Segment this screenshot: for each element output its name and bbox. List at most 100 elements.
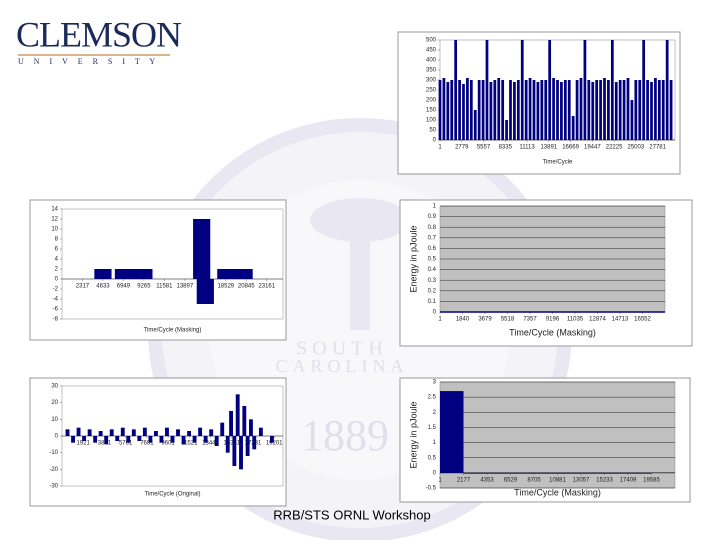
x-tick-label: 10881 bbox=[549, 477, 566, 483]
y-tick-label: 3 bbox=[433, 380, 437, 386]
x-tick-label: 11035 bbox=[567, 317, 584, 323]
x-tick-label: 7681 bbox=[140, 441, 154, 447]
y-tick-label: 12 bbox=[51, 217, 58, 223]
y-tick-label: 200 bbox=[426, 98, 437, 104]
y-tick-label: 250 bbox=[426, 88, 437, 94]
x-tick-label: 9601 bbox=[161, 441, 175, 447]
x-tick-label: 27781 bbox=[649, 145, 666, 151]
x-axis-title: Time/Cycle (Masking) bbox=[514, 487, 601, 497]
logo: CLEMSON bbox=[16, 14, 182, 54]
x-tick-label: 12874 bbox=[589, 317, 606, 323]
x-axis-title: Time/Cycle bbox=[543, 160, 573, 166]
x-tick-label: 18529 bbox=[217, 284, 234, 290]
y-tick-label: 1 bbox=[433, 204, 437, 210]
x-tick-label: 3679 bbox=[478, 317, 492, 323]
x-tick-label: 2177 bbox=[457, 477, 471, 483]
y-tick-label: 300 bbox=[426, 78, 437, 84]
y-tick-label: 0.5 bbox=[428, 455, 437, 461]
x-axis-title: Time/Cycle (Original) bbox=[144, 492, 200, 498]
x-tick-label: 22225 bbox=[606, 145, 623, 151]
x-tick-label: 6529 bbox=[504, 477, 518, 483]
x-tick-label: 17409 bbox=[620, 477, 637, 483]
y-tick-label: 0 bbox=[433, 470, 437, 476]
y-tick-label: 500 bbox=[426, 38, 437, 44]
x-tick-label: 23161 bbox=[258, 284, 275, 290]
y-tick-label: 350 bbox=[426, 68, 437, 74]
y-tick-label: 1 bbox=[433, 440, 437, 446]
x-tick-label: 13057 bbox=[573, 477, 590, 483]
x-tick-label: 25003 bbox=[628, 145, 645, 151]
y-tick-label: -8 bbox=[53, 317, 59, 323]
y-tick-label: 400 bbox=[426, 58, 437, 64]
y-tick-label: 0.9 bbox=[428, 214, 437, 220]
x-tick-label: 5518 bbox=[501, 317, 515, 323]
y-tick-label: 10 bbox=[51, 227, 58, 233]
y-tick-label: -2 bbox=[53, 287, 59, 293]
y-tick-label: -6 bbox=[53, 307, 59, 313]
y-tick-label: 0.3 bbox=[428, 278, 437, 284]
watermark-text: CAROLINA bbox=[276, 356, 409, 376]
x-tick-label: 19447 bbox=[584, 145, 601, 151]
y-tick-label: 50 bbox=[429, 128, 436, 134]
watermark-text: SOUTH bbox=[296, 338, 388, 360]
watermark-year: 1889 bbox=[301, 411, 389, 460]
x-tick-label: 1 bbox=[438, 317, 442, 323]
y-tick-label: 6 bbox=[55, 247, 59, 253]
y-tick-label: -30 bbox=[49, 484, 58, 490]
x-axis-title: Time/Cycle (Masking) bbox=[144, 328, 202, 334]
x-tick-label: 1921 bbox=[77, 441, 91, 447]
bar bbox=[463, 472, 652, 474]
x-tick-label: 14713 bbox=[612, 317, 629, 323]
x-axis-title: Time/Cycle (Masking) bbox=[509, 327, 596, 337]
y-tick-label: 8 bbox=[55, 237, 59, 243]
y-tick-label: 30 bbox=[51, 384, 58, 390]
y-tick-label: 2.5 bbox=[428, 395, 437, 401]
x-tick-label: 15233 bbox=[596, 477, 613, 483]
y-tick-label: 1.5 bbox=[428, 425, 437, 431]
y-tick-label: 0 bbox=[433, 310, 437, 316]
x-tick-label: 11581 bbox=[156, 284, 173, 290]
y-tick-label: -0.5 bbox=[426, 486, 437, 492]
y-tick-label: 14 bbox=[51, 207, 58, 213]
x-tick-label: 13441 bbox=[202, 441, 219, 447]
x-tick-label: 7357 bbox=[523, 317, 537, 323]
y-axis-title: Energy in pJoule bbox=[408, 225, 418, 292]
y-tick-label: 0.1 bbox=[428, 299, 437, 305]
x-tick-label: 4353 bbox=[480, 477, 494, 483]
y-tick-label: 100 bbox=[426, 118, 437, 124]
y-tick-label: 0.5 bbox=[428, 257, 437, 263]
x-tick-label: 1 bbox=[438, 477, 442, 483]
x-tick-label: 2317 bbox=[76, 284, 90, 290]
y-tick-label: 0.8 bbox=[428, 225, 437, 231]
x-tick-label: 9265 bbox=[137, 284, 151, 290]
x-tick-label: 15361 bbox=[223, 441, 240, 447]
x-tick-label: 20845 bbox=[238, 284, 255, 290]
x-tick-label: 16669 bbox=[562, 145, 579, 151]
x-tick-label: 11521 bbox=[181, 441, 198, 447]
logo-sub: U N I V E R S I T Y bbox=[18, 57, 159, 66]
x-tick-label: 19201 bbox=[266, 441, 283, 447]
y-tick-label: 10 bbox=[51, 417, 58, 423]
x-tick-label: 19585 bbox=[643, 477, 660, 483]
y-tick-label: 4 bbox=[55, 257, 59, 263]
x-tick-label: 5761 bbox=[119, 441, 133, 447]
x-tick-label: 4633 bbox=[96, 284, 110, 290]
y-tick-label: 0.7 bbox=[428, 235, 437, 241]
y-tick-label: 150 bbox=[426, 108, 437, 114]
y-tick-label: 2 bbox=[433, 410, 437, 416]
y-tick-label: 0 bbox=[55, 277, 59, 283]
y-tick-label: -10 bbox=[49, 450, 58, 456]
x-tick-label: 8335 bbox=[499, 145, 513, 151]
x-tick-label: 2779 bbox=[455, 145, 469, 151]
x-tick-label: 6949 bbox=[117, 284, 131, 290]
x-tick-label: 16552 bbox=[634, 317, 651, 323]
x-tick-label: 1840 bbox=[456, 317, 470, 323]
x-tick-label: 13891 bbox=[540, 145, 557, 151]
y-tick-label: 450 bbox=[426, 48, 437, 54]
plot-area bbox=[439, 381, 676, 489]
footer: RRB/STS ORNL Workshop bbox=[273, 507, 431, 522]
y-tick-label: 0 bbox=[433, 138, 437, 144]
x-tick-label: 1 bbox=[438, 145, 442, 151]
